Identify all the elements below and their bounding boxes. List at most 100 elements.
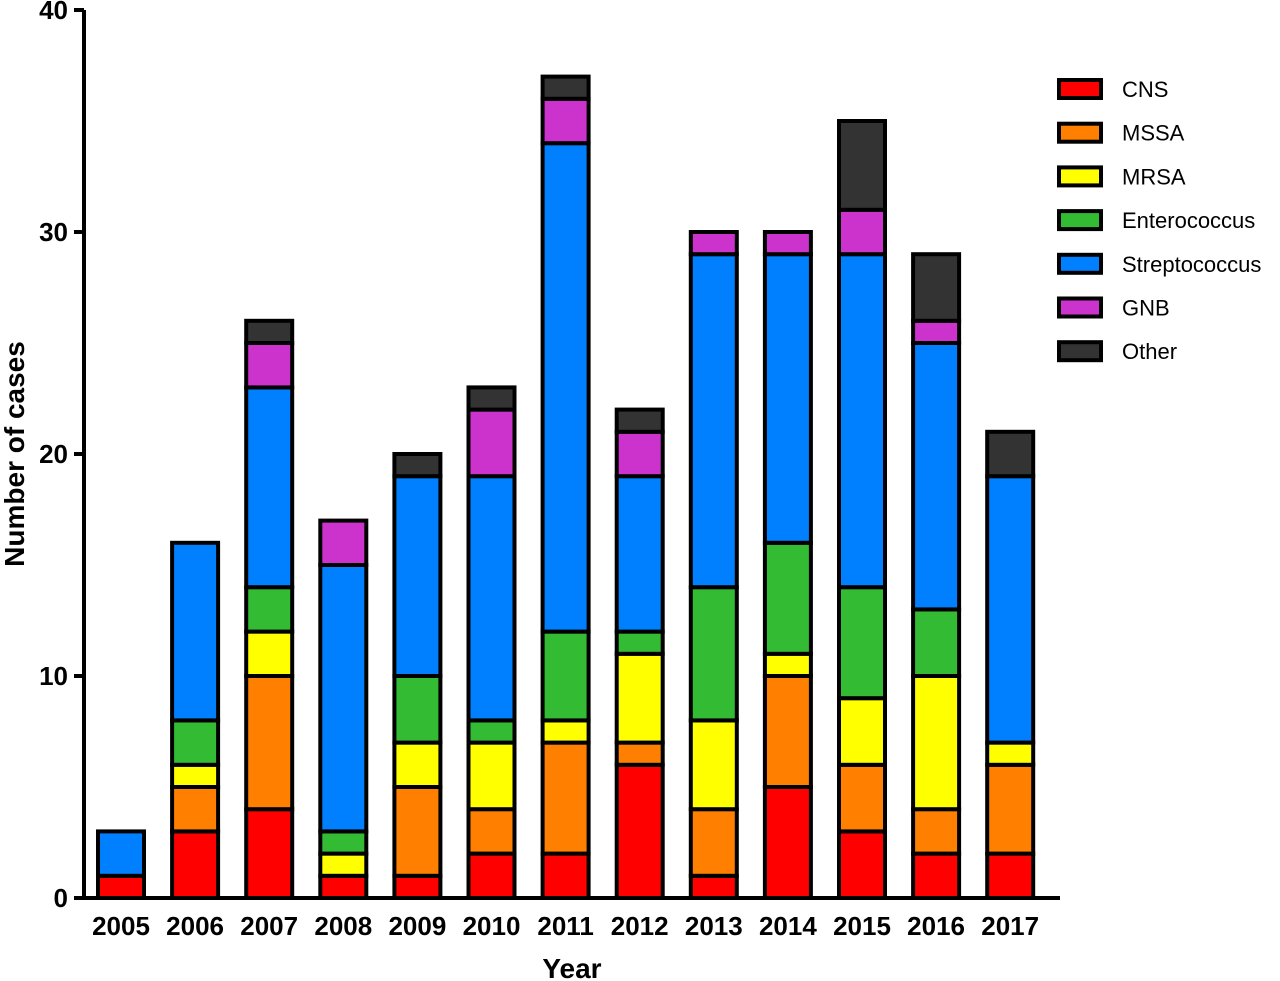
y-ticks-group: 0 10 20 30 40: [39, 0, 84, 913]
legend-label-enterococcus: Enterococcus: [1122, 208, 1255, 233]
bar-segment-2009-other: [392, 452, 443, 479]
bar-segment-2007-streptococcus: [244, 385, 295, 590]
x-tick-label: 2010: [463, 911, 521, 941]
x-tick-label: 2007: [240, 911, 298, 941]
bar-segment-2009-mrsa: [392, 740, 443, 789]
y-axis-title: Number of cases: [0, 341, 30, 567]
bar-segment-2006-streptococcus: [170, 540, 221, 723]
legend-swatch-cns: [1057, 78, 1103, 100]
x-tick-label: 2016: [907, 911, 965, 941]
bar-segment-2005-cns: [96, 873, 146, 900]
bar-segment-2009-enterococcus: [392, 674, 443, 745]
bar-segment-2007-other: [244, 318, 295, 345]
bar-segment-2008-mrsa: [318, 851, 369, 878]
bar-segment-2016-streptococcus: [911, 341, 962, 612]
bar-segment-2014-mssa: [762, 674, 813, 789]
x-tick-label: 2015: [833, 911, 891, 941]
bar-segment-2009-cns: [392, 873, 443, 900]
bar-segment-2010-cns: [466, 851, 517, 900]
bar-segment-2007-cns: [244, 807, 295, 901]
bar-segment-2008-streptococcus: [318, 563, 369, 834]
legend-swatch-streptococcus: [1057, 252, 1103, 275]
bar-segment-2016-cns: [911, 851, 962, 900]
bar-segment-2012-gnb: [614, 429, 665, 479]
legend-swatch-enterococcus: [1057, 209, 1103, 232]
bar-segment-2007-enterococcus: [244, 585, 295, 634]
bar-segment-2016-other: [911, 252, 962, 323]
bar-segment-2013-mssa: [688, 807, 739, 878]
bar-segment-2017-other: [985, 429, 1036, 479]
bar-segment-2006-enterococcus: [170, 718, 221, 767]
y-tick-label: 20: [39, 439, 68, 469]
x-tick-label: 2005: [92, 911, 150, 941]
bar-segment-2016-gnb: [911, 318, 962, 345]
bar-segment-2014-gnb: [762, 230, 813, 257]
legend-label-cns: CNS: [1122, 77, 1168, 102]
bar-segment-2015-cns: [837, 829, 887, 901]
bar-segment-2010-gnb: [466, 407, 517, 479]
legend-swatch-mssa: [1057, 121, 1103, 144]
bar-segment-2008-enterococcus: [318, 829, 369, 856]
legend-label-other: Other: [1122, 339, 1177, 364]
bar-segment-2013-cns: [688, 873, 739, 900]
bar-segment-2017-streptococcus: [985, 474, 1036, 745]
legend-label-gnb: GNB: [1122, 296, 1170, 321]
bar-segment-2006-mrsa: [170, 762, 221, 789]
bar-segment-2008-gnb: [318, 518, 369, 567]
x-tick-label: 2009: [388, 911, 446, 941]
bar-segment-2007-gnb: [244, 341, 295, 390]
bar-segment-2012-other: [614, 407, 665, 434]
bar-segment-2017-mrsa: [985, 740, 1036, 767]
bar-segment-2012-streptococcus: [614, 474, 665, 634]
bar-segment-2016-mssa: [911, 807, 962, 856]
bar-segment-2010-enterococcus: [466, 718, 517, 745]
bar-segment-2015-gnb: [837, 207, 887, 257]
bar-segment-2009-streptococcus: [392, 474, 443, 679]
legend-swatch-other: [1057, 340, 1103, 363]
bar-segment-2007-mrsa: [244, 629, 295, 678]
y-tick-label: 30: [39, 217, 68, 247]
x-tick-label: 2006: [166, 911, 224, 941]
y-tick-label: 10: [39, 661, 68, 691]
x-axis-title: Year: [542, 953, 601, 981]
bar-segment-2008-cns: [318, 873, 369, 900]
x-tick-label: 2017: [981, 911, 1039, 941]
bar-segment-2015-other: [837, 119, 887, 212]
bar-segment-2010-streptococcus: [466, 474, 517, 723]
bar-segment-2016-mrsa: [911, 674, 962, 812]
bar-segment-2014-enterococcus: [762, 540, 813, 656]
legend-swatch-gnb: [1057, 296, 1103, 319]
bar-segment-2013-enterococcus: [688, 585, 739, 723]
x-tick-label: 2013: [685, 911, 743, 941]
legend-label-mrsa: MRSA: [1122, 164, 1186, 189]
x-ticks-group: 2005 2006 2007 2008 2009 2010 2011 2012 2013 2014…: [92, 911, 1039, 941]
x-tick-label: 2011: [537, 911, 593, 941]
bar-segment-2010-mrsa: [466, 740, 517, 812]
bar-segment-2011-cns: [540, 851, 591, 900]
bars-group: [96, 74, 1036, 901]
bar-segment-2012-cns: [614, 762, 665, 900]
y-tick-label: 0: [54, 883, 68, 913]
legend: CNS MSSA MRSA Enterococcus Streptococcus GNB O…: [1057, 77, 1261, 364]
bar-segment-2011-mssa: [540, 740, 591, 856]
bar-segment-2014-cns: [762, 785, 813, 900]
legend-label-mssa: MSSA: [1122, 121, 1185, 146]
legend-swatch-mrsa: [1057, 165, 1103, 188]
bar-segment-2016-enterococcus: [911, 607, 962, 679]
bar-segment-2006-mssa: [170, 785, 221, 834]
y-tick-label: 40: [39, 0, 68, 25]
x-tick-label: 2014: [759, 911, 817, 941]
x-tick-label: 2008: [314, 911, 372, 941]
bar-segment-2009-mssa: [392, 785, 443, 878]
bar-segment-2017-cns: [985, 851, 1036, 900]
legend-label-streptococcus: Streptococcus: [1122, 252, 1261, 277]
bar-segment-2015-enterococcus: [837, 585, 887, 701]
bar-segment-2010-other: [466, 385, 517, 412]
bar-segment-2013-gnb: [688, 230, 739, 257]
bar-segment-2006-cns: [170, 829, 221, 901]
bar-segment-2015-mrsa: [837, 696, 887, 767]
bar-segment-2013-mrsa: [688, 718, 739, 812]
x-tick-label: 2012: [611, 911, 669, 941]
bar-segment-2010-mssa: [466, 807, 517, 856]
